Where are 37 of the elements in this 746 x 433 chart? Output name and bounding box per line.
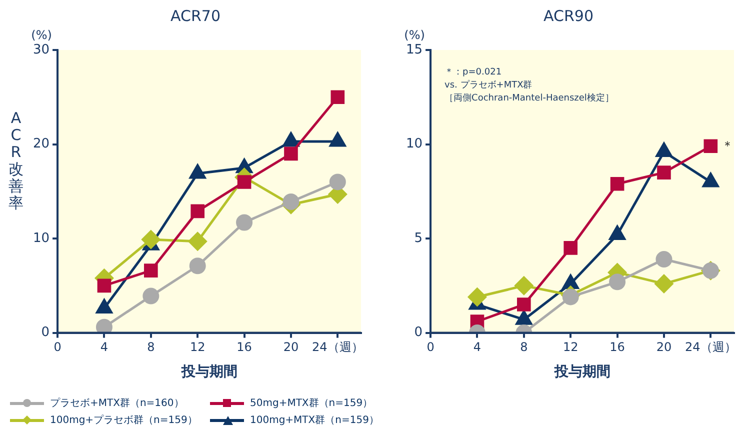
legend-label: 50mg+MTX群（n=159） <box>250 397 373 410</box>
x-tick-label: 16 <box>236 340 252 354</box>
y-tick-label: 5 <box>414 230 423 246</box>
x-tick-label: 4 <box>473 340 482 354</box>
x-tick-label: 8 <box>520 340 528 354</box>
legend-label: 100mg+MTX群（n=159） <box>250 414 379 427</box>
x-tick-label: 20 <box>283 340 299 354</box>
y-axis-title: ACR改善率 <box>8 108 24 212</box>
x-axis-title: 投与期間 <box>553 364 610 380</box>
annotation: ［両側Cochran-Mantel-Haenszel検定］ <box>444 92 614 104</box>
x-tick-label: 24（週） <box>685 340 736 354</box>
x-tick-label: 12 <box>190 340 206 354</box>
x-tick-label: 12 <box>562 340 578 354</box>
x-tick-label: 4 <box>100 340 108 354</box>
x-tick-label: 16 <box>610 340 625 354</box>
text: (%) <box>404 28 425 42</box>
y-tick-label: 15 <box>406 42 423 58</box>
x-tick-label: 24（週） <box>312 340 364 354</box>
legend-label: 100mg+プラセボ群（n=159） <box>50 414 198 427</box>
y-tick-label: 10 <box>32 230 50 246</box>
x-tick-label: 0 <box>54 340 62 354</box>
chart-title: ACR90 <box>544 6 594 25</box>
chart-title: ACR70 <box>170 6 220 25</box>
y-tick-label: 10 <box>406 136 423 152</box>
y-tick-label: 30 <box>32 42 50 58</box>
x-tick-label: 8 <box>147 340 155 354</box>
x-tick-label: 20 <box>656 340 672 354</box>
y-tick-label: 0 <box>414 325 423 340</box>
annotation: vs. プラセボ+MTX群 <box>444 79 532 90</box>
annotation: ＊ <box>722 138 734 152</box>
y-tick-label: 0 <box>41 325 50 340</box>
x-axis-title: 投与期間 <box>180 364 238 380</box>
annotation: ＊：p=0.021 <box>444 67 502 78</box>
text: (%) <box>31 28 52 42</box>
x-tick-label: 0 <box>426 340 434 354</box>
legend-label: プラセボ+MTX群（n=160） <box>50 396 184 410</box>
y-tick-label: 20 <box>32 136 50 152</box>
